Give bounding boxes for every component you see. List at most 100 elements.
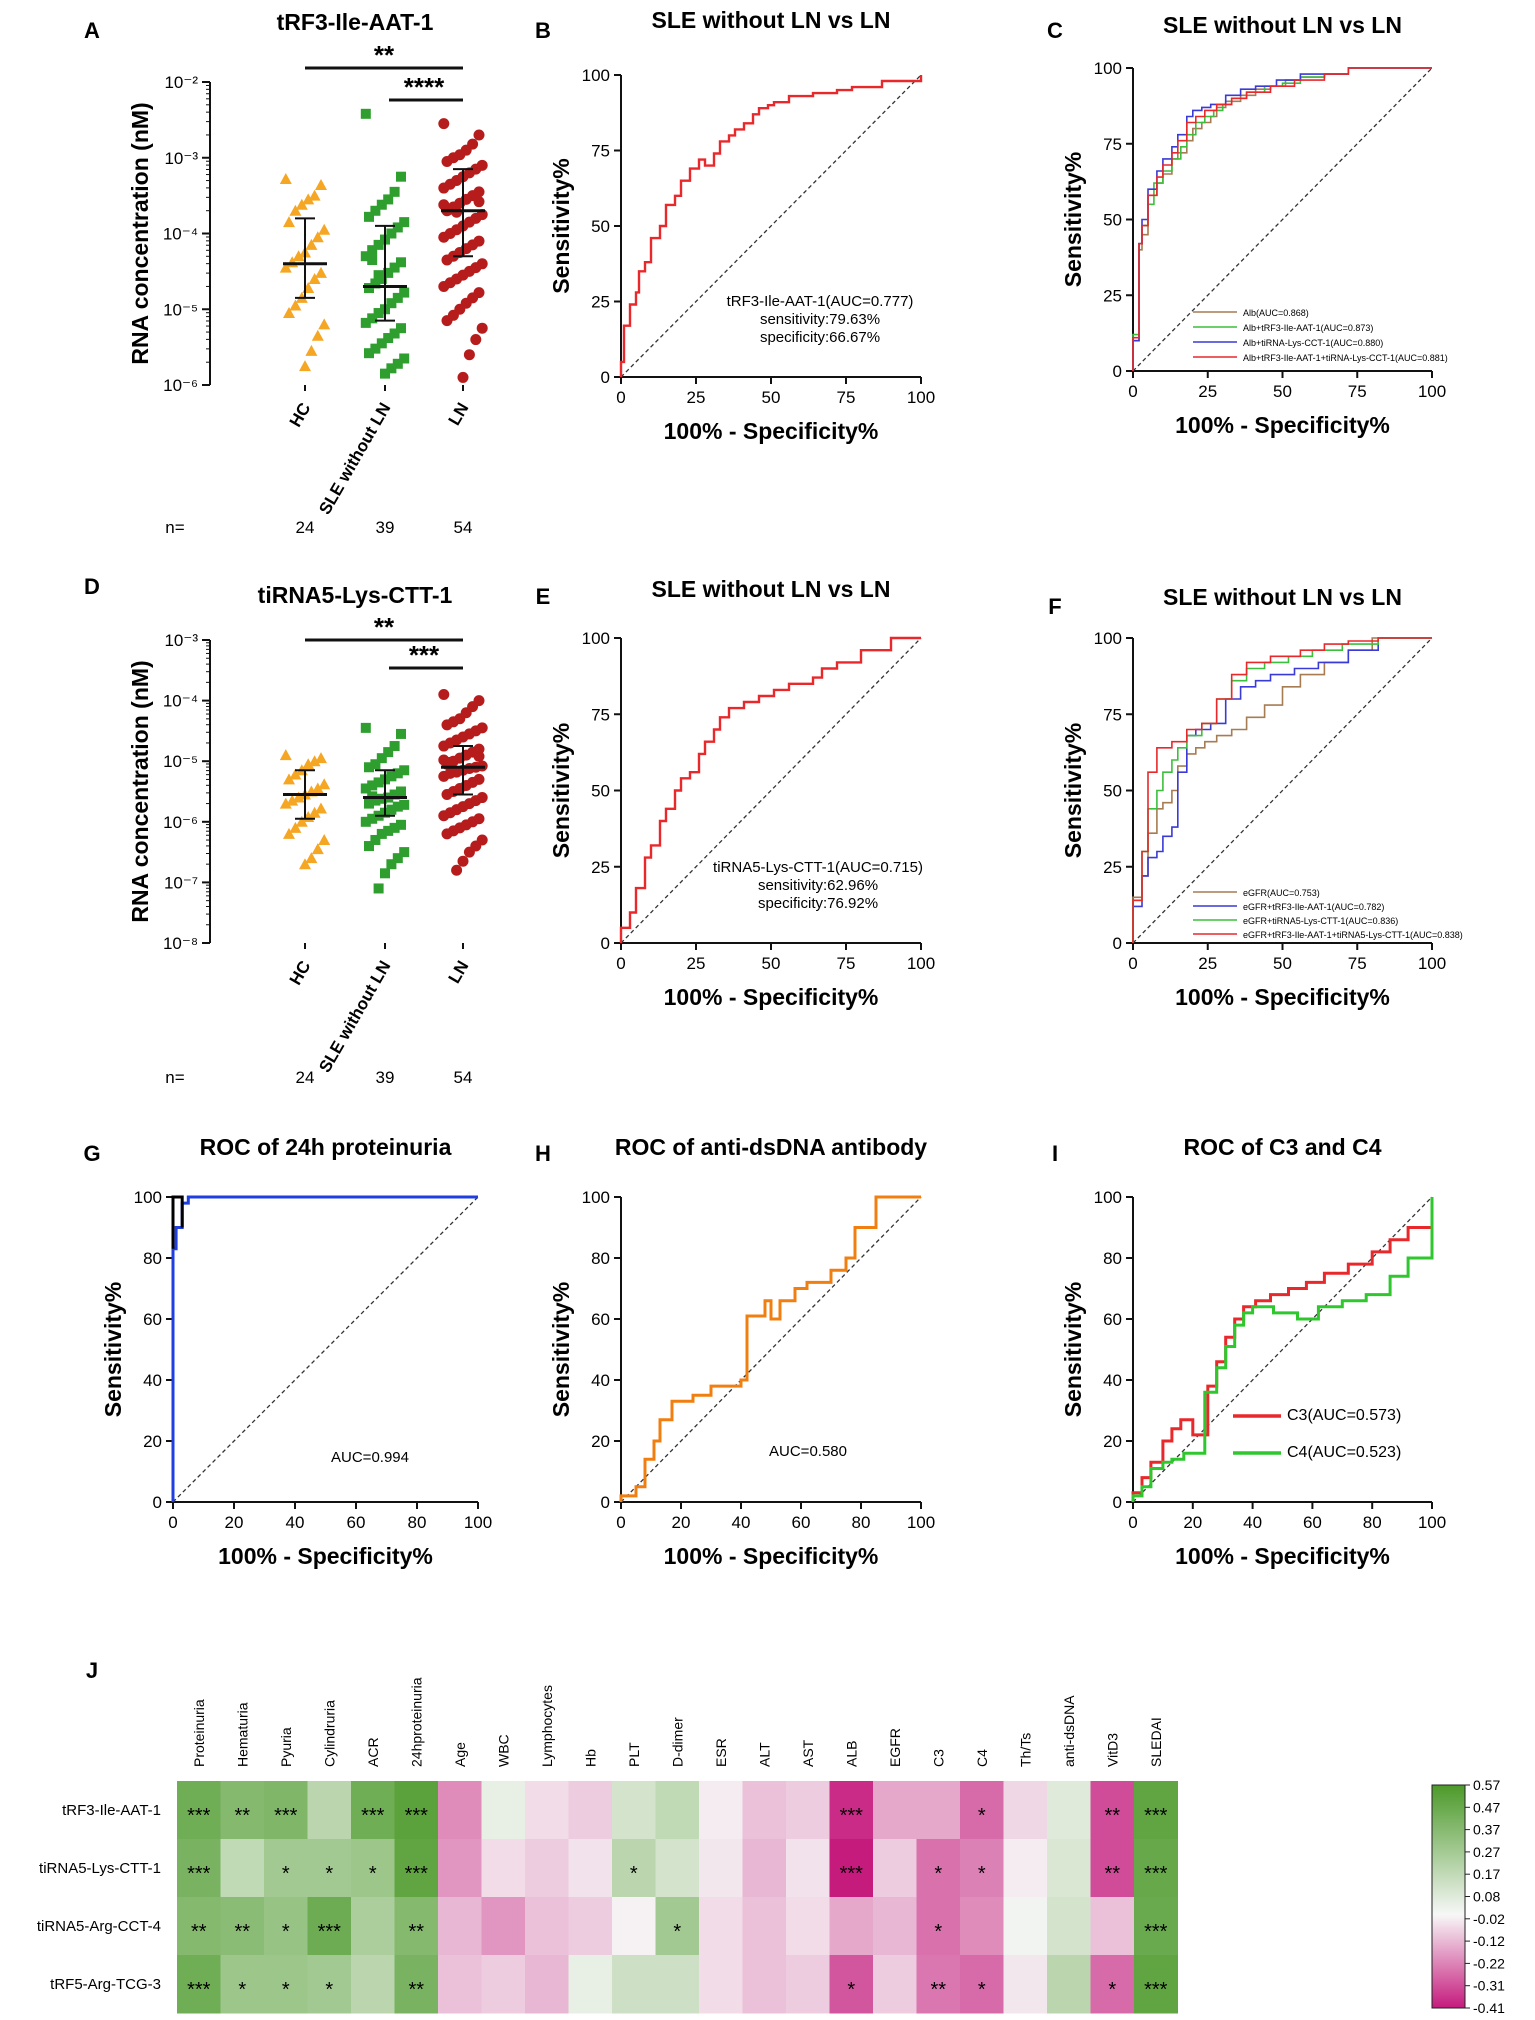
data-point: [473, 196, 485, 208]
y-tick-label: 10⁻³: [164, 149, 198, 168]
heatmap-cell: [742, 1781, 787, 1840]
data-point: [373, 883, 384, 894]
significance-stars: **: [930, 1979, 946, 2001]
y-tick-label: 40: [143, 1371, 162, 1390]
significance-stars: ***: [318, 1921, 342, 1943]
data-point: [311, 329, 324, 341]
data-point: [463, 349, 475, 361]
data-point: [283, 307, 295, 319]
y-tick-label: 75: [591, 705, 610, 724]
annotation: specificity:76.92%: [758, 895, 878, 912]
y-tick-label: 10⁻⁷: [164, 873, 198, 892]
x-tick-label: 100: [907, 1513, 935, 1532]
data-point: [438, 810, 450, 822]
colorbar: [1431, 1784, 1466, 2009]
heatmap-cell: [873, 1897, 917, 1956]
significance-stars: ***: [405, 1805, 429, 1827]
data-point: [364, 348, 374, 359]
data-point: [360, 108, 371, 119]
data-point: [289, 821, 302, 833]
y-tick-label: 25: [1103, 286, 1122, 305]
n-count: 24: [296, 1068, 315, 1087]
data-point: [308, 189, 321, 201]
heatmap-column-label: C3: [930, 1749, 946, 1767]
heatmap-cell: [655, 1897, 700, 1956]
x-tick-label: 80: [852, 1513, 871, 1532]
data-point: [364, 798, 374, 809]
y-tick-label: 50: [1103, 782, 1122, 801]
data-point: [302, 758, 315, 770]
data-point: [399, 353, 410, 364]
data-point: [438, 231, 450, 243]
significance-stars: *: [282, 1979, 290, 2001]
heatmap-cell: [960, 1781, 1004, 1840]
heatmap-cell: [829, 1955, 874, 2014]
data-point: [308, 755, 321, 767]
heatmap-cell: [1134, 1897, 1178, 1956]
heatmap-column-label: anti-dsDNA: [1061, 1695, 1077, 1767]
significance-stars: ***: [1144, 1805, 1168, 1827]
heatmap-cell: [873, 1781, 917, 1840]
data-point: [463, 846, 475, 858]
heatmap-cell: [916, 1839, 961, 1898]
y-tick-label: 100: [1094, 1188, 1122, 1207]
significance-stars: **: [1104, 1863, 1120, 1885]
x-tick-label: 20: [225, 1513, 244, 1532]
data-point: [305, 344, 318, 356]
data-point: [399, 847, 410, 858]
heatmap-cell: [220, 1955, 265, 2014]
data-point: [311, 782, 324, 794]
significance-stars: *: [325, 1979, 333, 2001]
heatmap-cell: [1047, 1897, 1091, 1956]
legend-label: C4(AUC=0.523): [1287, 1444, 1401, 1461]
heatmap-cell: [481, 1955, 526, 2014]
y-tick-label: 75: [1103, 705, 1122, 724]
data-point: [396, 323, 406, 334]
reference-diagonal: [1132, 637, 1433, 944]
significance-stars: ***: [1144, 1921, 1168, 1943]
heatmap-cell: [1134, 1955, 1178, 2014]
data-point: [392, 853, 403, 864]
data-point: [373, 270, 384, 281]
y-tick-label: 0: [601, 1493, 610, 1512]
heatmap-cell: [1134, 1781, 1178, 1840]
heatmap-cell: [394, 1897, 439, 1956]
data-point: [360, 251, 371, 262]
x-tick-label: 75: [1348, 954, 1367, 973]
roc-curve-1: [619, 75, 923, 377]
y-tick-label: 10⁻²: [164, 73, 198, 92]
data-point: [457, 855, 469, 867]
panel-letter-C: C: [1047, 18, 1063, 43]
data-point: [386, 228, 397, 239]
significance-stars: *: [978, 1979, 986, 2001]
x-tick-label: 100: [1418, 954, 1446, 973]
y-tick-label: 0: [153, 1493, 162, 1512]
reference-diagonal: [1132, 67, 1433, 372]
data-point: [376, 338, 387, 349]
roc-curve-4: [1132, 67, 1432, 371]
heatmap-cell: [394, 1955, 439, 2014]
significance-stars: *: [369, 1863, 377, 1885]
y-tick-label: 0: [1113, 934, 1122, 953]
data-point: [367, 313, 378, 324]
heatmap-cell: [568, 1839, 613, 1898]
significance-stars: **: [191, 1921, 207, 1943]
colorbar-tick-label: -0.12: [1473, 1933, 1505, 1949]
heatmap-column-label: Proteinuria: [191, 1699, 207, 1767]
data-point: [286, 794, 299, 806]
heatmap-cell: [1003, 1839, 1048, 1898]
x-tick-label: 75: [837, 388, 856, 407]
heatmap-column-label: SLEDAI: [1148, 1717, 1164, 1767]
data-point: [311, 231, 324, 243]
heatmap-cell: [438, 1897, 482, 1956]
data-point: [386, 363, 397, 374]
data-point: [389, 186, 400, 197]
heatmap-cell: [1090, 1781, 1135, 1840]
heatmap-column-label: AST: [800, 1739, 816, 1767]
x-tick-label: 75: [1348, 382, 1367, 401]
x-axis-label: 100% - Specificity%: [1175, 1543, 1390, 1569]
panel-letter-J: J: [86, 1658, 98, 1683]
heatmap-cell: [264, 1839, 308, 1898]
y-axis-label: Sensitivity%: [548, 1282, 574, 1418]
legend-label: Alb(AUC=0.868): [1243, 308, 1309, 318]
